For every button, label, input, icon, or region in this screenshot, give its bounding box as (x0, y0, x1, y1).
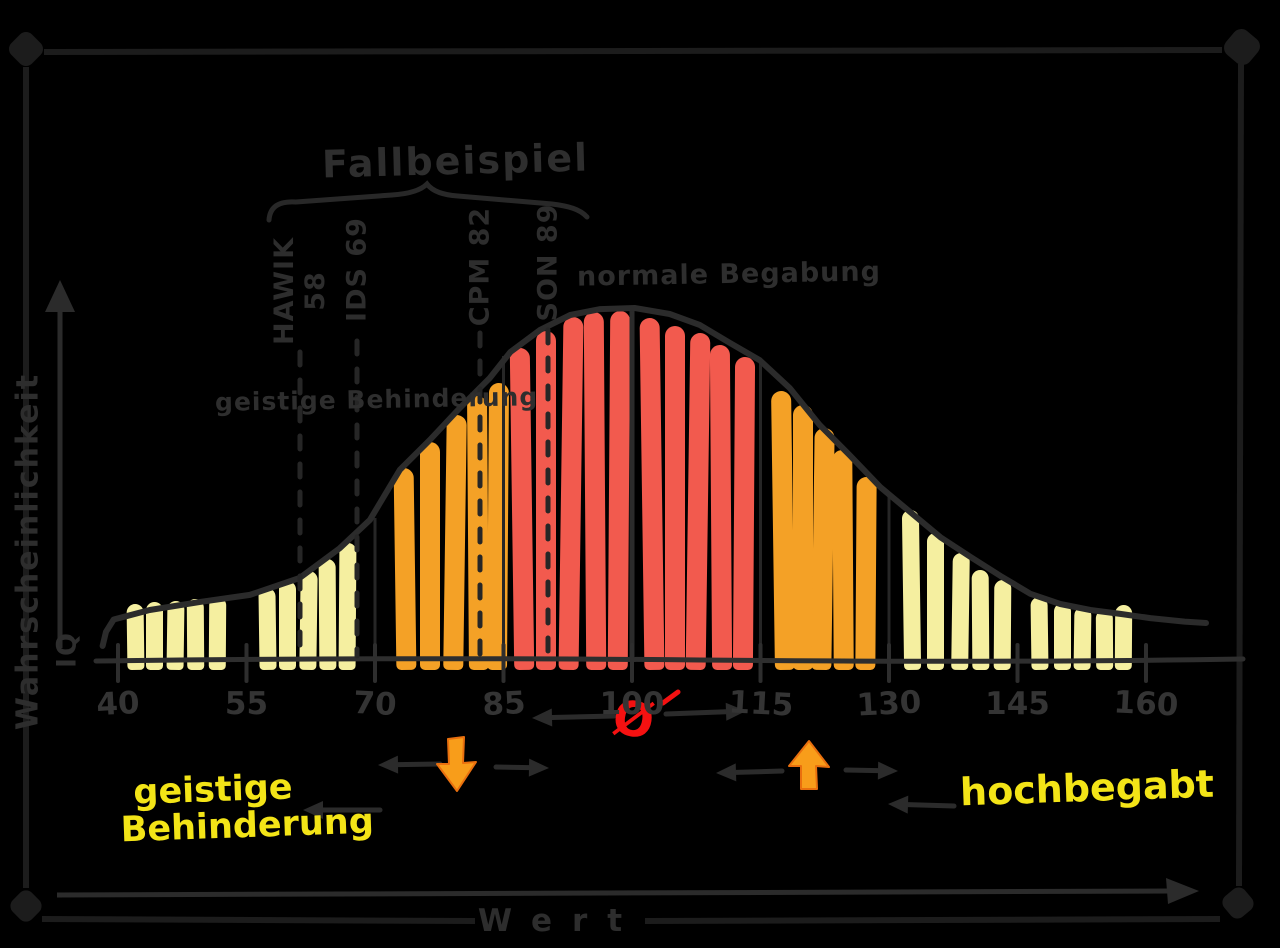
annotation-arrows (303, 702, 957, 819)
x-axis-label: Wert (477, 903, 643, 939)
x-tick-label: 70 (352, 684, 398, 724)
corner-dot-top-right (1224, 29, 1260, 65)
disability-note: geistige Behinderung (119, 767, 375, 851)
case-line-label: SON 89 (532, 203, 564, 322)
bar (664, 325, 685, 670)
brace (266, 180, 590, 223)
x-tick-label: 130 (855, 684, 923, 724)
x-axis-unit-label: IQ (51, 631, 83, 668)
case-line-label: HAWIK 58 (269, 236, 331, 346)
chart-title: Fallbeispiel (321, 135, 590, 187)
y-axis-arrow (45, 280, 75, 648)
gridlines (373, 311, 891, 658)
bar (1053, 602, 1071, 670)
x-tick-label: 145 (985, 686, 1050, 722)
up-arrow-icon (788, 740, 830, 790)
x-axis-arrow (56, 878, 1199, 904)
case-line-label: IDS 69 (341, 217, 373, 322)
corner-dot-bottom-left (10, 890, 42, 922)
down-arrow-icon (436, 736, 477, 792)
corner-dot-bottom-right (1222, 887, 1254, 919)
x-axis-line (93, 656, 1246, 664)
bar (146, 601, 164, 670)
bar (419, 442, 440, 670)
frame-border (9, 29, 1260, 924)
x-tick-label: 55 (224, 686, 269, 722)
corner-dot-top-left (9, 32, 43, 66)
bar (793, 405, 814, 670)
disability-label: geistige Behinderung (214, 382, 539, 417)
x-tick-label: 115 (727, 684, 794, 724)
axis-ticks (116, 643, 1149, 683)
bar (926, 532, 944, 670)
y-axis-label: Wahrscheinlichkeit (10, 372, 46, 731)
mean-symbol-slash (660, 689, 681, 706)
x-tick-label: 100 (599, 686, 665, 722)
gifted-note: hochbegabt (959, 761, 1215, 815)
normal-ability-label: normale Begabung (576, 256, 882, 293)
x-tick-label: 85 (481, 684, 526, 724)
case-dashed-lines (297, 327, 551, 659)
bar (279, 581, 297, 670)
x-tick-label: 40 (95, 684, 141, 724)
case-line-label: CPM 82 (464, 206, 496, 327)
x-tick-label: 160 (1112, 684, 1180, 724)
disability-note-line2: Behinderung (120, 801, 375, 851)
